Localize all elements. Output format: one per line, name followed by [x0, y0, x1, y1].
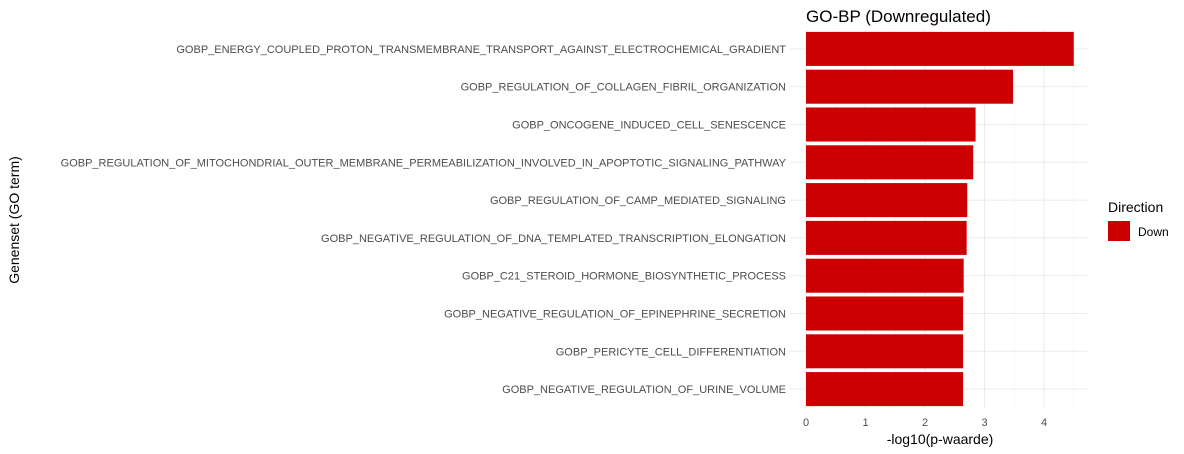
- legend: Direction Down: [1108, 199, 1169, 241]
- category-label: GOBP_NEGATIVE_REGULATION_OF_DNA_TEMPLATE…: [321, 233, 786, 245]
- x-tick-label: 2: [922, 417, 928, 429]
- x-tick-label: 1: [862, 417, 868, 429]
- category-label: GOBP_REGULATION_OF_MITOCHONDRIAL_OUTER_M…: [61, 157, 787, 169]
- x-axis-title: -log10(p-waarde): [887, 431, 994, 447]
- chart-title: GO-BP (Downregulated): [806, 7, 991, 26]
- legend-label-down: Down: [1138, 225, 1169, 239]
- bar: [806, 296, 964, 331]
- x-tick-label: 3: [981, 417, 987, 429]
- category-label: GOBP_REGULATION_OF_CAMP_MEDIATED_SIGNALI…: [490, 195, 786, 207]
- x-tick-label: 4: [1041, 417, 1047, 429]
- category-label: GOBP_ONCOGENE_INDUCED_CELL_SENESCENCE: [512, 120, 786, 132]
- category-label: GOBP_ENERGY_COUPLED_PROTON_TRANSMEMBRANE…: [176, 44, 786, 56]
- bar: [806, 220, 967, 255]
- bar: [806, 183, 968, 218]
- y-axis-title: Genenset (GO term): [6, 156, 22, 284]
- legend-swatch-down: [1108, 221, 1130, 241]
- bar: [806, 145, 974, 180]
- bar: [806, 31, 1074, 66]
- bar: [806, 372, 964, 407]
- bar: [806, 258, 964, 293]
- x-tick-label: 0: [803, 417, 809, 429]
- category-label: GOBP_REGULATION_OF_COLLAGEN_FIBRIL_ORGAN…: [461, 82, 786, 94]
- category-label: GOBP_NEGATIVE_REGULATION_OF_EPINEPHRINE_…: [444, 309, 786, 321]
- bar: [806, 69, 1014, 104]
- legend-title: Direction: [1108, 199, 1163, 215]
- category-label: GOBP_PERICYTE_CELL_DIFFERENTIATION: [556, 346, 786, 358]
- bar: [806, 334, 964, 369]
- category-label: GOBP_NEGATIVE_REGULATION_OF_URINE_VOLUME: [502, 384, 786, 396]
- category-label: GOBP_C21_STEROID_HORMONE_BIOSYNTHETIC_PR…: [462, 271, 786, 283]
- bar: [806, 107, 976, 142]
